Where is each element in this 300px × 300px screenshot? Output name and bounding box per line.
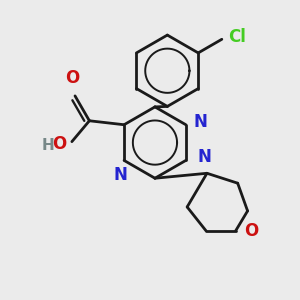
Text: N: N	[198, 148, 212, 166]
Text: N: N	[113, 166, 127, 184]
Text: O: O	[65, 69, 80, 87]
Text: N: N	[193, 113, 207, 131]
Text: Cl: Cl	[228, 28, 246, 46]
Text: H: H	[42, 138, 55, 153]
Text: O: O	[244, 222, 259, 240]
Text: O: O	[52, 135, 66, 153]
